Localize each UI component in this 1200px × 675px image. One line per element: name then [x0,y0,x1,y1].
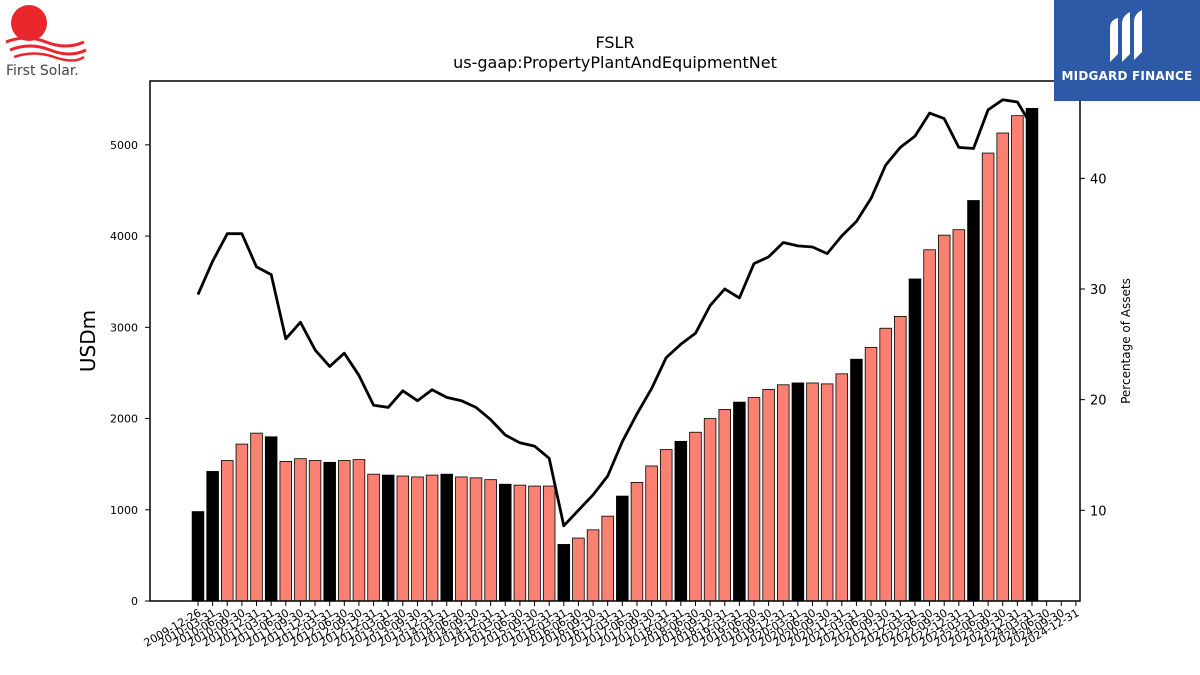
midgard-finance-logo: MIDGARD FINANCE [1054,0,1200,101]
bar-2017-09-30 [645,465,658,602]
bar-2010-09-30 [235,443,249,602]
y2-tick-label: 10 [1090,504,1107,519]
bar-2022-06-30 [923,249,936,602]
y-tick-label: 2000 [110,413,138,426]
bar-2013-06-30 [396,475,410,602]
bar-2021-12-31 [894,315,907,602]
y-tick-label: 3000 [110,321,138,334]
bar-2014-12-31 [484,479,497,602]
bar-2015-06-30 [513,484,527,602]
axes: 010002000300040005000102030402009-12-262… [110,80,1107,650]
y-tick-label: 5000 [110,139,138,152]
bar-2022-12-31 [952,229,966,602]
percentage-line-series [196,98,1034,528]
bar-2017-12-31 [659,449,673,602]
y-tick-label: 1000 [110,504,138,517]
first-solar-logo-text: First Solar. [6,63,79,79]
bar-2023-03-31 [967,200,980,602]
bar-2016-03-31 [557,544,571,602]
bar-2014-09-30 [469,477,483,602]
percentage-of-assets-line [196,98,1034,528]
bar-2012-12-31 [367,473,380,602]
bar-2019-09-30 [762,388,775,602]
bar-2019-12-31 [777,384,790,602]
bar-2020-12-31 [835,373,849,602]
bar-2013-03-31 [381,474,395,602]
bar-2013-12-31 [425,474,439,602]
plot-frame [149,80,1081,602]
bar-2020-06-30 [806,382,819,602]
midgard-finance-logo-text: MIDGARD FINANCE [1061,69,1193,83]
bar-2023-06-30 [981,152,995,602]
first-solar-logo: First Solar. [0,0,100,90]
y-tick-label: 4000 [110,230,138,243]
bar-2017-03-31 [616,495,629,602]
bar-2012-09-30 [352,459,366,602]
first-solar-sun-icon [5,5,87,62]
y2-axis-label: Percentage of Assets [1119,278,1133,404]
bar-2021-06-30 [864,346,878,602]
chart-title: FSLR [595,33,634,52]
bar-2019-03-31 [733,401,746,602]
bar-2023-09-30 [996,132,1009,602]
bar-2012-03-31 [323,461,336,602]
bar-2023-12-31 [1011,115,1024,602]
chart-subtitle: us-gaap:PropertyPlantAndEquipmentNet [453,53,777,72]
bar-2010-06-30 [221,460,234,602]
bar-series [191,107,1039,602]
y-tick-label: 0 [131,595,138,608]
bar-2016-12-31 [601,515,614,602]
bar-2017-06-30 [630,482,644,602]
bar-2018-03-31 [674,440,688,602]
bar-2011-03-31 [264,436,278,602]
y-axis-label: USDm [76,310,100,372]
bar-2015-09-30 [528,485,541,602]
bar-2018-09-30 [703,418,717,602]
bar-2015-03-31 [499,483,512,602]
bar-2022-03-31 [908,278,922,602]
bar-2020-09-30 [820,383,834,602]
bar-2021-09-30 [879,327,892,602]
y2-tick-label: 40 [1090,172,1107,187]
bar-2011-12-31 [308,460,322,602]
bar-2015-12-31 [542,485,556,602]
midgard-finance-mark-icon [1110,10,1142,62]
bar-2010-12-31 [250,432,263,602]
bar-2021-03-31 [850,358,863,602]
bar-2018-12-31 [718,409,731,602]
bar-2011-09-30 [294,458,307,602]
bar-2016-09-30 [586,529,600,602]
bar-2019-06-30 [747,397,761,602]
bar-2018-06-30 [689,431,702,602]
bar-2014-03-31 [440,473,453,602]
bar-2014-06-30 [455,476,468,602]
bar-2011-06-30 [279,461,293,602]
bar-2020-03-31 [791,382,805,602]
bar-2013-09-30 [411,476,424,602]
y2-tick-label: 20 [1090,394,1107,409]
bar-2024-03-31 [1025,107,1039,602]
bar-2022-09-30 [937,234,951,602]
bar-2016-06-30 [572,537,585,602]
y2-tick-label: 30 [1090,283,1107,298]
bar-2012-06-30 [338,460,351,602]
bar-2009-12-26 [191,511,205,602]
bar-2010-03-31 [206,471,219,602]
